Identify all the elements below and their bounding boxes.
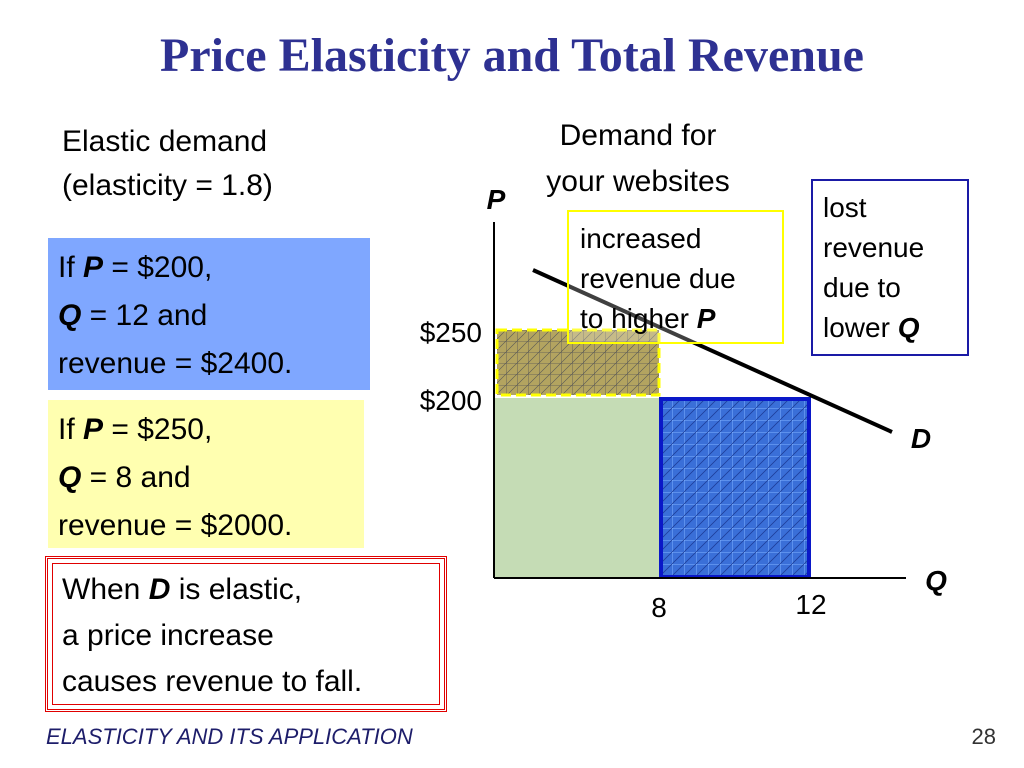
conclusion-line-2: a price increase	[62, 619, 274, 652]
loss-callout-line-3: due to	[823, 272, 901, 303]
case-200-quantity-line: Q = 12 and	[58, 299, 208, 332]
y-tick-200: $200	[420, 385, 482, 416]
elastic-demand-heading: Elastic demand (elasticity = 1.8)	[62, 120, 273, 208]
demand-curve	[532, 268, 893, 434]
case-250-price-line: If P = $250,	[58, 413, 213, 446]
chart-title-line-2: your websites	[546, 165, 729, 198]
conclusion-line-1: When D is elastic,	[62, 573, 303, 606]
conclusion-box: When D is elastic, a price increase caus…	[45, 556, 447, 712]
loss-callout-line-1: lost	[823, 192, 867, 223]
x-tick-12: 12	[795, 589, 826, 620]
case-250-revenue-line: revenue = $2000.	[58, 509, 293, 542]
slide-title: Price Elasticity and Total Revenue	[160, 29, 864, 82]
gain-callout-line-2: revenue due	[580, 263, 736, 294]
revenue-area-green	[494, 398, 660, 578]
case-200-revenue-line: revenue = $2400.	[58, 347, 293, 380]
y-tick-250: $250	[420, 317, 482, 348]
subheading-line-2: (elasticity = 1.8)	[62, 169, 273, 202]
conclusion-line-3: causes revenue to fall.	[62, 665, 363, 698]
demand-label: D	[911, 423, 931, 454]
gain-area-hatch	[497, 330, 659, 395]
loss-callout-line-4: lower Q	[823, 312, 920, 343]
case-250-quantity-line: Q = 8 and	[58, 461, 191, 494]
subheading-line-1: Elastic demand	[62, 125, 268, 158]
gain-callout-line-1: increased	[580, 223, 701, 254]
gain-callout-line-3: to higher P	[580, 303, 716, 334]
case-price-250-box: If P = $250, Q = 8 and revenue = $2000.	[48, 400, 364, 548]
x-tick-8: 8	[651, 592, 667, 623]
gain-area-border	[495, 328, 661, 397]
x-axis-label: Q	[925, 565, 947, 596]
case-200-price-line: If P = $200,	[58, 251, 213, 284]
y-axis-label: P	[487, 184, 506, 215]
page-number: 28	[971, 724, 996, 749]
loss-callout-box	[811, 179, 969, 356]
loss-callout-line-2: revenue	[823, 232, 924, 263]
case-price-200-box: If P = $200, Q = 12 and revenue = $2400.	[48, 238, 370, 390]
gain-callout-box	[567, 210, 784, 344]
loss-area-hatch	[661, 399, 809, 577]
chart-title-line-1: Demand for	[560, 119, 717, 152]
footer-section-title: ELASTICITY AND ITS APPLICATION	[46, 724, 413, 749]
